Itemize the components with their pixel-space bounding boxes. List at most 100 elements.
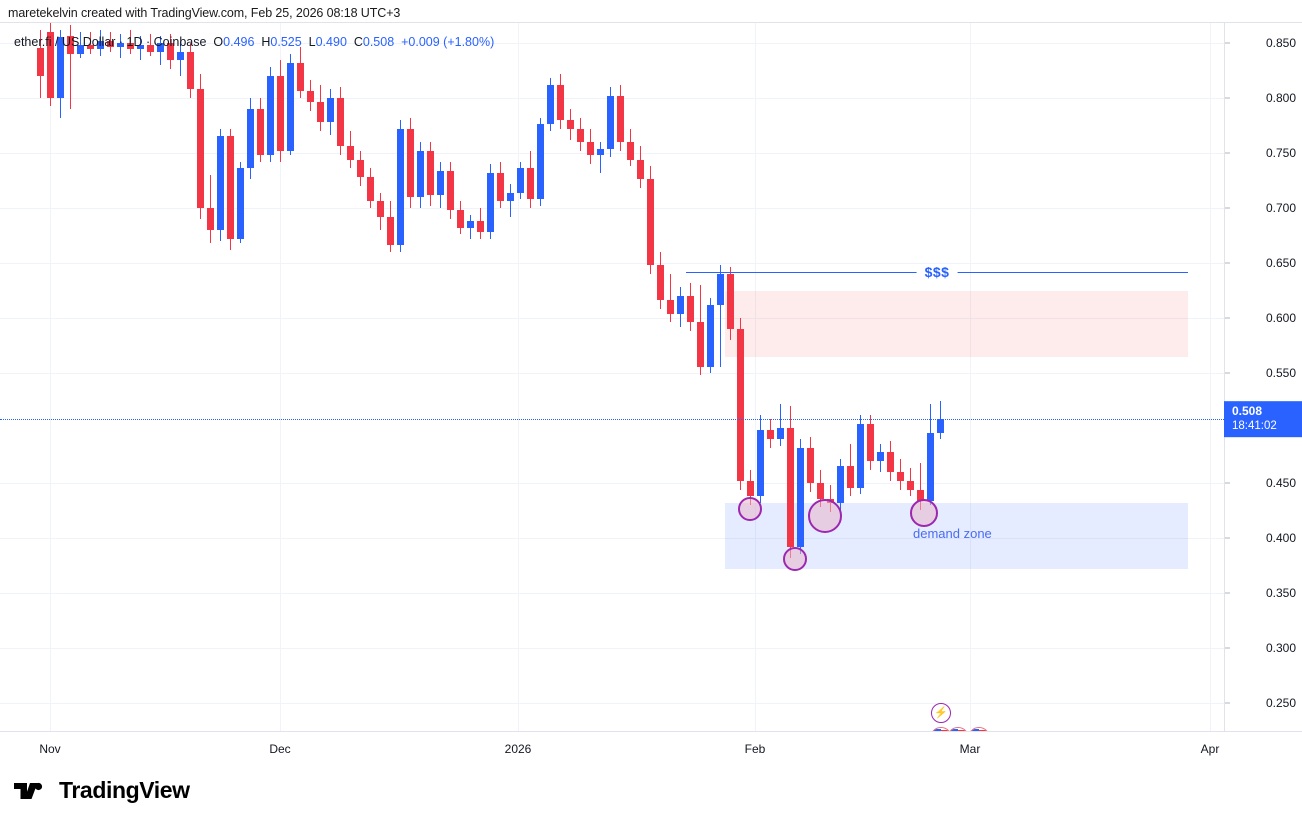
- candle-body[interactable]: [536, 124, 544, 200]
- candle-body[interactable]: [66, 36, 74, 54]
- candle-body[interactable]: [556, 84, 564, 120]
- candle-body[interactable]: [466, 221, 474, 228]
- candle-body[interactable]: [926, 432, 934, 501]
- candle-body[interactable]: [86, 45, 94, 50]
- candle-body[interactable]: [456, 210, 464, 228]
- candle-body[interactable]: [726, 274, 734, 330]
- candle-body[interactable]: [846, 465, 854, 488]
- circle-marker[interactable]: [808, 499, 842, 534]
- circle-marker[interactable]: [783, 547, 807, 572]
- time-axis[interactable]: Nov Dec 2026 Feb Mar Apr: [0, 731, 1302, 765]
- candle-body[interactable]: [106, 40, 114, 48]
- candle-body[interactable]: [566, 119, 574, 129]
- candle-body[interactable]: [206, 207, 214, 230]
- price-axis[interactable]: 0.850 0.800 0.750 0.700 0.650 0.600 0.550 0.450…: [1224, 23, 1302, 731]
- candle-body[interactable]: [736, 329, 744, 482]
- candle-body[interactable]: [716, 274, 724, 305]
- candle-body[interactable]: [76, 45, 84, 54]
- candle-body[interactable]: [416, 150, 424, 197]
- candle-body[interactable]: [806, 448, 814, 484]
- candle-body[interactable]: [656, 265, 664, 301]
- candle-body[interactable]: [696, 322, 704, 367]
- candle-body[interactable]: [776, 428, 784, 440]
- trendline-label[interactable]: $$$: [916, 263, 958, 280]
- candle-body[interactable]: [586, 141, 594, 156]
- candle-body[interactable]: [576, 128, 584, 142]
- candle-body[interactable]: [366, 177, 374, 202]
- candle-body[interactable]: [496, 172, 504, 202]
- demand-zone-label[interactable]: demand zone: [913, 525, 992, 541]
- candle-body[interactable]: [646, 179, 654, 266]
- candle-body[interactable]: [326, 97, 334, 123]
- candle-body[interactable]: [126, 42, 134, 50]
- chart-plot-area[interactable]: $$$ demand zone ⚡: [0, 23, 1224, 731]
- candle-body[interactable]: [156, 42, 164, 52]
- candle-body[interactable]: [286, 62, 294, 151]
- candle-body[interactable]: [906, 481, 914, 490]
- supply-zone[interactable]: [725, 290, 1188, 357]
- last-price-badge[interactable]: 0.508 18:41:02: [1224, 401, 1302, 438]
- candle-body[interactable]: [816, 483, 824, 499]
- candle-body[interactable]: [436, 170, 444, 195]
- candle-body[interactable]: [376, 201, 384, 217]
- candle-body[interactable]: [246, 108, 254, 169]
- candle-body[interactable]: [356, 159, 364, 178]
- candle-body[interactable]: [216, 136, 224, 230]
- candle-body[interactable]: [886, 452, 894, 473]
- candle-body[interactable]: [56, 37, 64, 98]
- candle-body[interactable]: [296, 62, 304, 92]
- candle-body[interactable]: [706, 304, 714, 367]
- candle-body[interactable]: [766, 430, 774, 440]
- candle-body[interactable]: [516, 168, 524, 193]
- candle-body[interactable]: [856, 423, 864, 488]
- candle-body[interactable]: [756, 430, 764, 497]
- candle-body[interactable]: [186, 51, 194, 90]
- candle-body[interactable]: [796, 448, 804, 548]
- candle-body[interactable]: [486, 172, 494, 233]
- circle-marker[interactable]: [738, 496, 762, 521]
- candle-body[interactable]: [266, 75, 274, 156]
- candle-body[interactable]: [936, 419, 944, 433]
- candle-body[interactable]: [636, 159, 644, 180]
- candle-body[interactable]: [196, 89, 204, 208]
- candle-body[interactable]: [866, 423, 874, 462]
- candle-body[interactable]: [746, 481, 754, 497]
- candle-body[interactable]: [316, 102, 324, 123]
- candle-body[interactable]: [306, 91, 314, 103]
- candle-body[interactable]: [46, 31, 54, 98]
- candle-body[interactable]: [506, 192, 514, 202]
- candle-body[interactable]: [896, 472, 904, 482]
- candle-body[interactable]: [36, 48, 44, 76]
- candle-body[interactable]: [386, 216, 394, 246]
- candle-body[interactable]: [256, 108, 264, 156]
- candle-body[interactable]: [676, 296, 684, 314]
- candle-body[interactable]: [236, 168, 244, 239]
- candle-body[interactable]: [626, 141, 634, 160]
- candle-body[interactable]: [606, 95, 614, 149]
- candle-body[interactable]: [176, 51, 184, 61]
- candle-body[interactable]: [346, 146, 354, 160]
- candle-body[interactable]: [786, 428, 794, 548]
- candle-body[interactable]: [666, 300, 674, 314]
- candle-body[interactable]: [146, 45, 154, 52]
- candle-body[interactable]: [546, 84, 554, 125]
- candle-body[interactable]: [96, 40, 104, 50]
- candle-body[interactable]: [166, 42, 174, 61]
- candle-body[interactable]: [136, 45, 144, 50]
- candle-body[interactable]: [876, 452, 884, 462]
- candle-body[interactable]: [406, 128, 414, 197]
- event-lightning[interactable]: ⚡: [931, 703, 951, 723]
- candle-body[interactable]: [276, 75, 284, 151]
- candle-body[interactable]: [916, 489, 924, 501]
- candle-body[interactable]: [226, 136, 234, 239]
- candle-body[interactable]: [116, 42, 124, 48]
- candle-body[interactable]: [596, 148, 604, 156]
- candle-body[interactable]: [426, 150, 434, 195]
- candle-body[interactable]: [836, 465, 844, 504]
- candle-body[interactable]: [476, 221, 484, 233]
- candle-body[interactable]: [396, 128, 404, 246]
- candle-body[interactable]: [526, 168, 534, 200]
- circle-marker[interactable]: [910, 498, 938, 527]
- candle-body[interactable]: [446, 170, 454, 211]
- candle-body[interactable]: [686, 296, 694, 323]
